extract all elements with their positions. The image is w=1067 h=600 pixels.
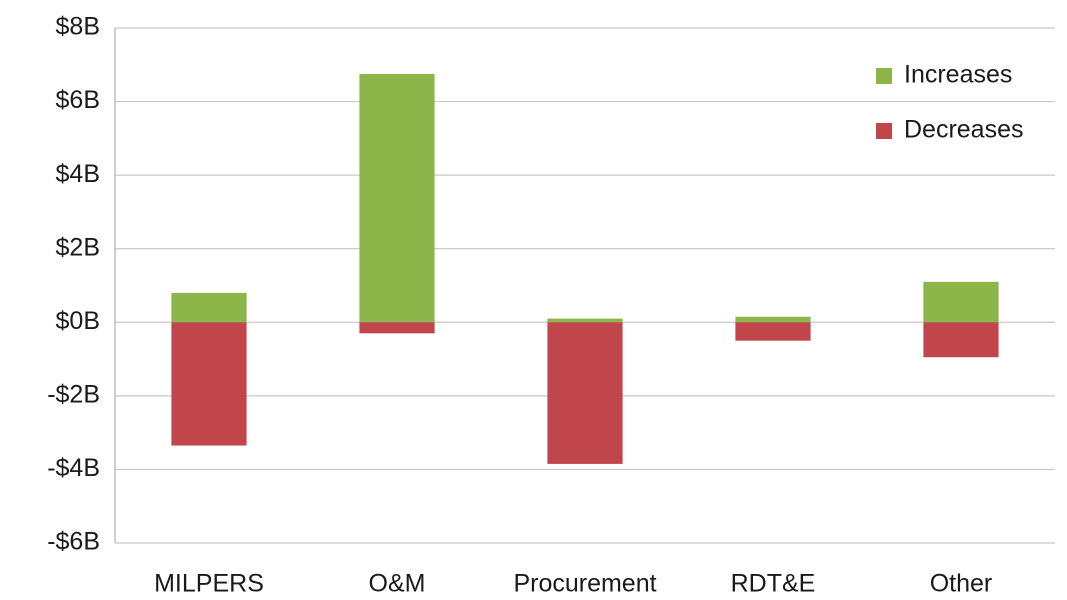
labels: -$6B -$4B -$2B $0B $2B $4B $6B $8B MILPERS O&M Pro… [47,13,1023,598]
y-tick-label: $2B [56,233,100,261]
y-tick-label: -$6B [47,528,100,556]
y-tick-label: $6B [56,86,100,114]
x-tick-label: O&M [369,570,426,598]
bar-segment [171,292,247,323]
x-tick-label: RDT&E [731,570,816,598]
bars [171,73,999,464]
bar-segment [171,322,247,446]
bar-segment [547,322,623,464]
legend-label: Increases [904,61,1012,89]
bar-segment [923,322,999,358]
legend-label: Decreases [904,116,1024,144]
x-tick-label: MILPERS [154,570,264,598]
bar-segment [359,322,435,334]
legend-swatch [876,68,892,84]
bar-segment [735,316,811,323]
y-tick-label: -$2B [47,380,100,408]
y-tick-label: $0B [56,307,100,335]
bar-segment [547,318,623,323]
x-tick-label: Procurement [513,570,656,598]
bar-segment [923,281,999,323]
x-tick-label: Other [930,570,993,598]
bar-segment [735,322,811,341]
y-tick-label: -$4B [47,454,100,482]
bar-segment [359,73,435,323]
y-tick-label: $4B [56,160,100,188]
legend-swatch [876,123,892,139]
grid [114,27,1055,544]
y-tick-label: $8B [56,13,100,41]
